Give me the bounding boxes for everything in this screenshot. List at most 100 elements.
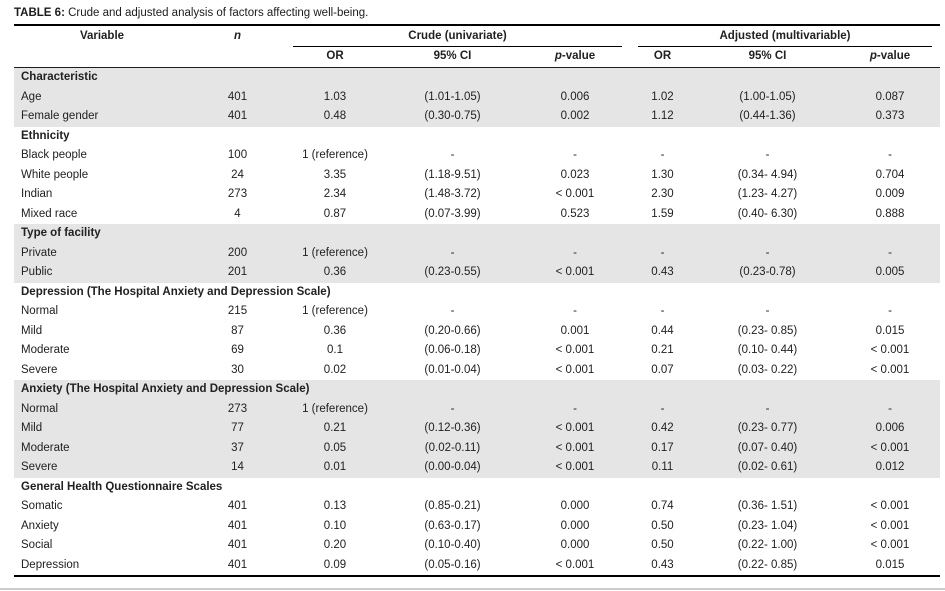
crude-ci-cell: (0.02-0.11) [424, 441, 481, 454]
variable-cell: Age [21, 90, 42, 103]
adjusted-ci-cell: (0.22- 1.00) [737, 539, 798, 551]
n-cell: 100 [227, 149, 248, 161]
crude-ci-cell: (0.07-3.99) [424, 207, 481, 220]
adjusted-ci-cell: (0.40- 6.30) [737, 207, 798, 220]
column-group-crude-label: Crude (univariate) [293, 26, 622, 47]
adjusted-ci-cell: (0.22- 0.85) [737, 558, 798, 571]
column-header-crude-pvalue: p-value [520, 47, 630, 68]
adjusted-or-cell: 0.43 [651, 558, 674, 571]
column-header-adjusted-ci: 95% CI [695, 47, 840, 68]
p-symbol: p [869, 50, 877, 62]
n-cell: 37 [231, 441, 244, 454]
adjusted-p-cell: 0.015 [875, 558, 905, 571]
n-cell: 273 [227, 188, 248, 200]
table-row: Mild 77 0.21 (0.12-0.36) < 0.001 0.42 (0.23- 0… [14, 419, 940, 439]
adjusted-p-cell: < 0.001 [870, 363, 910, 376]
table-row: Severe 30 0.02 (0.01-0.04) < 0.001 0.07 (0.03-… [14, 361, 940, 381]
adjusted-or-cell: 1.59 [651, 207, 674, 220]
table-caption-text: Crude and adjusted analysis of factors a… [64, 7, 369, 19]
crude-ci-cell: - [450, 402, 455, 415]
adjusted-or-cell: 0.74 [651, 500, 674, 512]
crude-p-cell: - [573, 305, 577, 317]
crude-or-cell: 0.36 [323, 324, 347, 337]
column-header-adjusted-or: OR [630, 47, 695, 68]
variable-cell: Private [21, 246, 57, 259]
crude-or-cell: 0.1 [327, 344, 343, 356]
crude-p-cell: - [573, 402, 577, 415]
header-sub-row: OR 95% CI p-value OR 95% CI p-value [14, 47, 940, 68]
adjusted-or-cell: 0.17 [651, 441, 674, 454]
table-row: Mild 87 0.36 (0.20-0.66) 0.001 0.44 (0.23- 0.8… [14, 322, 940, 342]
crude-or-cell: 1 (reference) [302, 402, 368, 415]
n-cell: 69 [231, 344, 244, 356]
adjusted-p-cell: < 0.001 [870, 519, 910, 532]
variable-cell: Somatic [21, 500, 63, 512]
adjusted-ci-cell: (0.02- 0.61) [737, 461, 798, 473]
crude-ci-cell: (0.85-0.21) [424, 500, 481, 512]
variable-cell: Mild [21, 324, 43, 337]
table-caption: TABLE 6: Crude and adjusted analysis of … [0, 0, 945, 24]
n-cell: 215 [227, 305, 248, 317]
variable-cell: Social [21, 539, 53, 551]
section-header-row: Type of facility [14, 224, 940, 244]
crude-p-cell: < 0.001 [555, 422, 595, 434]
variable-cell: Mixed race [21, 207, 78, 220]
adjusted-or-cell: 0.44 [651, 324, 674, 337]
adjusted-ci-cell: (0.23-0.78) [739, 266, 796, 278]
adjusted-or-cell: 2.30 [651, 188, 674, 200]
crude-or-cell: 1 (reference) [302, 246, 368, 259]
n-cell: 24 [231, 168, 244, 181]
crude-p-cell: - [573, 246, 577, 259]
page-divider [0, 588, 945, 590]
table-row: Mixed race 4 0.87 (0.07-3.99) 0.523 1.59 (0.40… [14, 205, 940, 225]
adjusted-or-cell: 0.50 [651, 539, 674, 551]
crude-or-cell: 1 (reference) [302, 149, 368, 161]
n-cell: 77 [231, 422, 244, 434]
crude-p-cell: 0.023 [560, 168, 590, 181]
crude-p-cell: - [573, 149, 577, 161]
table-row: Severe 14 0.01 (0.00-0.04) < 0.001 0.11 (0.02-… [14, 458, 940, 478]
adjusted-ci-cell: - [765, 149, 770, 161]
n-cell: 14 [231, 461, 244, 473]
adjusted-p-cell: 0.012 [875, 461, 905, 473]
adjusted-ci-cell: (1.23- 4.27) [737, 188, 798, 200]
adjusted-ci-cell: (0.03- 0.22) [737, 363, 798, 376]
crude-p-cell: 0.523 [560, 207, 590, 220]
adjusted-p-cell: < 0.001 [870, 500, 910, 512]
crude-p-cell: < 0.001 [555, 363, 595, 376]
crude-or-cell: 0.20 [323, 539, 347, 551]
adjusted-or-cell: - [660, 305, 665, 317]
n-cell: 401 [227, 500, 248, 512]
crude-ci-cell: (0.23-0.55) [424, 266, 481, 278]
crude-ci-cell: (0.06-0.18) [424, 344, 481, 356]
crude-ci-cell: (0.00-0.04) [424, 461, 481, 473]
adjusted-p-cell: < 0.001 [870, 539, 910, 551]
crude-p-cell: < 0.001 [555, 441, 595, 454]
adjusted-or-cell: 0.43 [651, 266, 674, 278]
crude-or-cell: 0.01 [323, 461, 347, 473]
crude-ci-cell: (1.01-1.05) [424, 90, 481, 103]
column-header-crude-ci: 95% CI [385, 47, 520, 68]
adjusted-ci-cell: (0.23- 0.85) [737, 324, 798, 337]
column-header-adjusted-pvalue: p-value [840, 47, 940, 68]
adjusted-p-cell: - [888, 246, 892, 259]
adjusted-or-cell: 1.30 [651, 168, 674, 181]
crude-p-cell: 0.000 [560, 539, 590, 551]
section-header-row: Ethnicity [14, 127, 940, 147]
variable-cell: White people [21, 168, 89, 181]
n-cell: 273 [227, 402, 248, 415]
crude-p-cell: 0.000 [560, 519, 590, 532]
table-header: Variable n Crude (univariate) Adjusted (… [14, 25, 940, 68]
crude-or-cell: 0.09 [323, 558, 347, 571]
crude-p-cell: < 0.001 [555, 558, 595, 571]
n-cell: 401 [227, 110, 248, 122]
variable-cell: Normal [21, 305, 59, 317]
crude-ci-cell: (1.48-3.72) [424, 188, 481, 200]
adjusted-ci-cell: (0.34- 4.94) [737, 168, 798, 181]
adjusted-p-cell: 0.005 [875, 266, 905, 278]
adjusted-ci-cell: - [765, 402, 770, 415]
adjusted-p-cell: 0.006 [875, 422, 905, 434]
crude-ci-cell: - [450, 246, 455, 259]
table-row: White people 24 3.35 (1.18-9.51) 0.023 1.30 (0… [14, 166, 940, 186]
table-row: Social 401 0.20 (0.10-0.40) 0.000 0.50 (0.22- … [14, 536, 940, 556]
